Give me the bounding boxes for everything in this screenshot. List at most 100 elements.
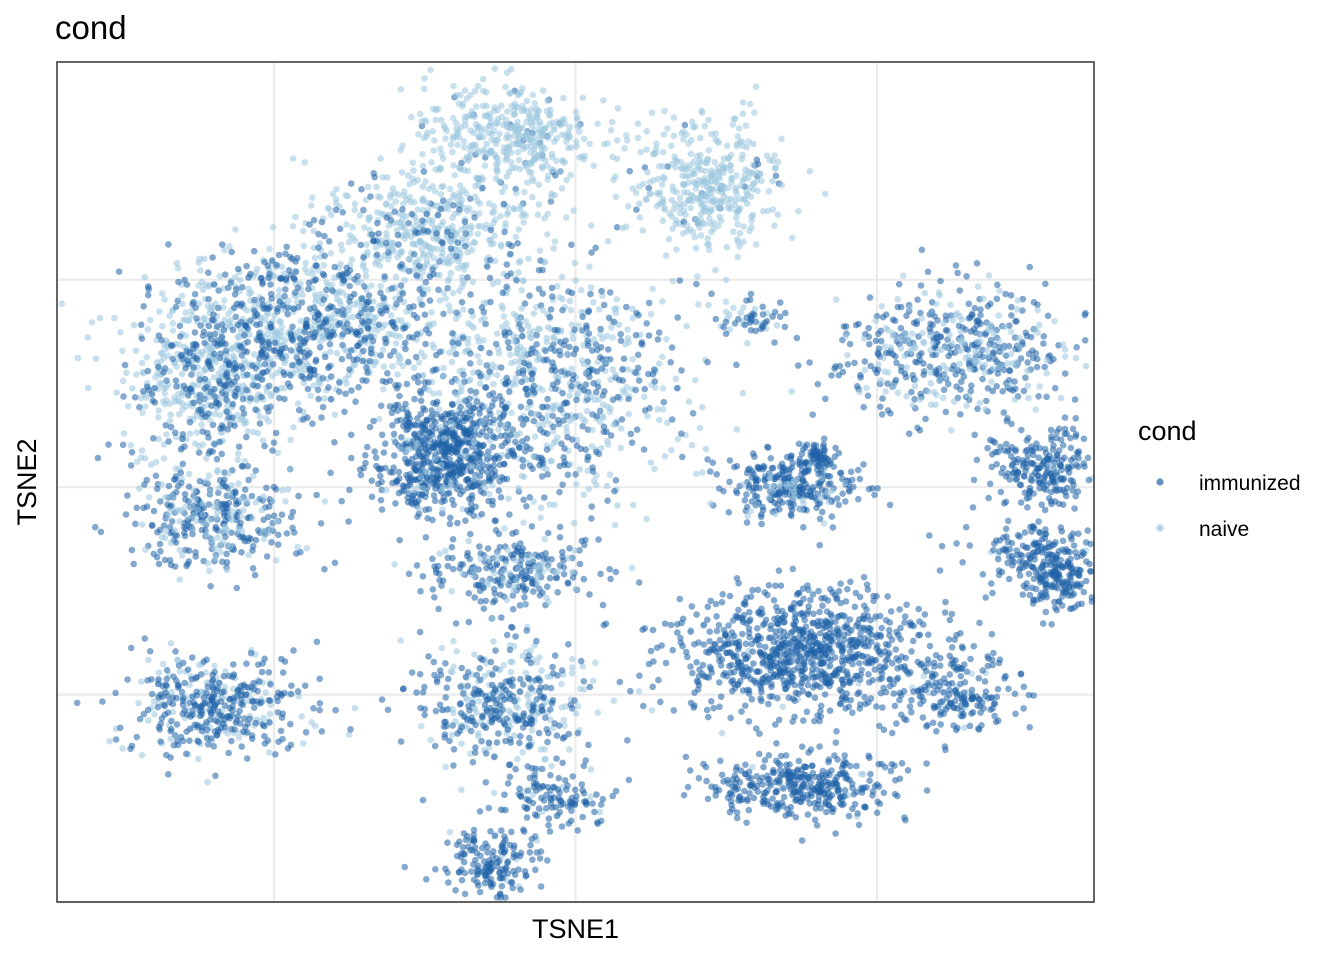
point-naive <box>612 522 619 529</box>
point-immunized <box>335 321 342 328</box>
point-immunized <box>486 392 493 399</box>
point-immunized <box>743 491 750 498</box>
point-immunized <box>635 352 642 359</box>
point-immunized <box>257 420 264 427</box>
point-naive <box>504 153 511 160</box>
point-immunized <box>577 561 584 568</box>
point-immunized <box>836 502 843 509</box>
point-immunized <box>568 242 575 249</box>
point-immunized <box>377 352 384 359</box>
point-immunized <box>753 478 760 485</box>
point-naive <box>235 526 242 533</box>
point-naive <box>496 350 503 357</box>
point-naive <box>170 327 177 334</box>
point-immunized <box>337 226 344 233</box>
point-naive <box>480 176 487 183</box>
point-naive <box>199 349 206 356</box>
point-immunized <box>839 490 846 497</box>
point-immunized <box>232 291 239 298</box>
point-immunized <box>439 240 446 247</box>
point-immunized <box>626 168 633 175</box>
point-naive <box>459 571 466 578</box>
point-immunized <box>132 521 139 528</box>
point-immunized <box>502 380 509 387</box>
point-immunized <box>892 353 899 360</box>
point-immunized <box>436 577 443 584</box>
point-naive <box>518 203 525 210</box>
point-naive <box>488 241 495 248</box>
point-immunized <box>1043 394 1050 401</box>
point-immunized <box>422 341 429 348</box>
point-naive <box>482 404 489 411</box>
point-naive <box>459 284 466 291</box>
point-immunized <box>138 322 145 329</box>
point-naive <box>377 262 384 269</box>
point-immunized <box>533 332 540 339</box>
point-naive <box>511 311 518 318</box>
point-immunized <box>968 328 975 335</box>
point-immunized <box>922 416 929 423</box>
point-immunized <box>168 342 175 349</box>
point-immunized <box>402 346 409 353</box>
point-naive <box>448 480 455 487</box>
point-immunized <box>597 326 604 333</box>
point-immunized <box>621 355 628 362</box>
point-immunized <box>182 491 189 498</box>
point-immunized <box>200 332 207 339</box>
point-naive <box>396 219 403 226</box>
point-immunized <box>521 594 528 601</box>
point-naive <box>133 348 140 355</box>
point-immunized <box>347 326 354 333</box>
point-naive <box>227 543 234 550</box>
point-immunized <box>498 364 505 371</box>
point-immunized <box>519 438 526 445</box>
point-immunized <box>428 407 435 414</box>
point-naive <box>467 112 474 119</box>
point-naive <box>189 504 196 511</box>
point-naive <box>321 395 328 402</box>
point-immunized <box>476 543 483 550</box>
point-immunized <box>366 292 373 299</box>
point-naive <box>279 487 286 494</box>
point-immunized <box>917 427 924 434</box>
point-immunized <box>466 496 473 503</box>
point-immunized <box>972 305 979 312</box>
point-naive <box>613 194 620 201</box>
point-immunized <box>435 563 442 570</box>
point-immunized <box>478 345 485 352</box>
point-immunized <box>460 372 467 379</box>
point-immunized <box>431 492 438 499</box>
point-immunized <box>373 454 380 461</box>
point-naive <box>447 308 454 315</box>
point-naive <box>567 298 574 305</box>
point-naive <box>332 411 339 418</box>
point-immunized <box>215 287 222 294</box>
point-naive <box>643 516 650 523</box>
point-naive <box>471 475 478 482</box>
point-immunized <box>339 209 346 216</box>
point-immunized <box>483 384 490 391</box>
point-immunized <box>313 357 320 364</box>
point-naive <box>502 423 509 430</box>
point-immunized <box>415 379 422 386</box>
point-naive <box>449 359 456 366</box>
point-naive <box>397 446 404 453</box>
point-immunized <box>150 398 157 405</box>
point-naive <box>591 397 598 404</box>
point-naive <box>84 334 91 341</box>
point-immunized <box>455 340 462 347</box>
point-naive <box>89 319 96 326</box>
point-naive <box>201 255 208 262</box>
point-immunized <box>190 400 197 407</box>
point-immunized <box>392 500 399 507</box>
point-immunized <box>1085 455 1092 462</box>
point-immunized <box>579 314 586 321</box>
point-naive <box>456 164 463 171</box>
point-naive <box>432 188 439 195</box>
point-immunized <box>422 494 429 501</box>
point-immunized <box>813 505 820 512</box>
point-naive <box>670 278 677 285</box>
point-immunized <box>196 449 203 456</box>
point-naive <box>689 442 696 449</box>
point-naive <box>317 291 324 298</box>
